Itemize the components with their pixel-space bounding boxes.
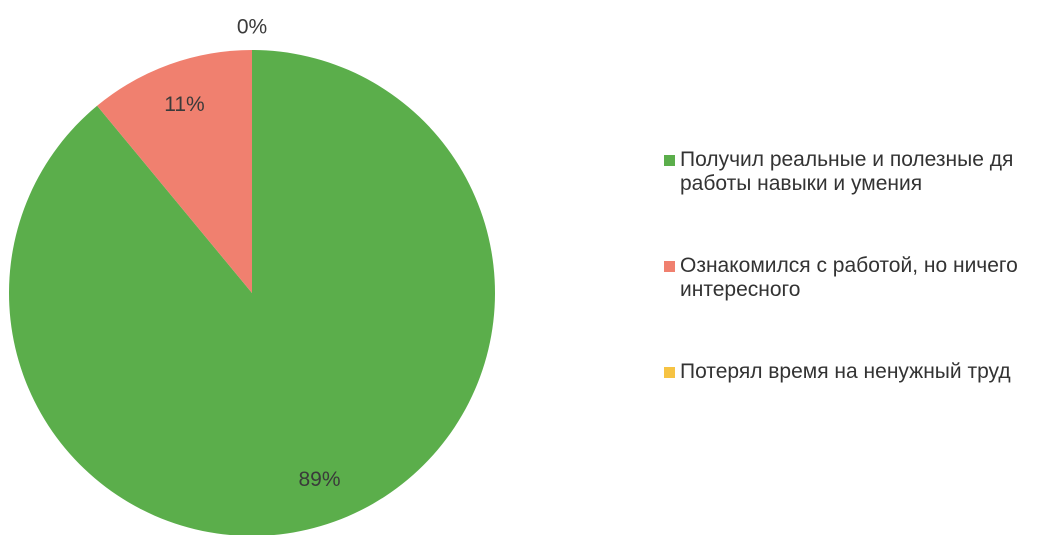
legend-swatch	[664, 261, 675, 272]
legend-item: Ознакомился с работой, но ничего интерес…	[662, 254, 1037, 302]
legend-label: Ознакомился с работой, но ничего интерес…	[680, 254, 1018, 301]
data-label: 0%	[237, 16, 267, 39]
legend-swatch	[664, 367, 675, 378]
data-label: 11%	[164, 93, 204, 116]
pie-slice	[9, 50, 495, 535]
legend-swatch	[664, 155, 675, 166]
data-label: 89%	[298, 468, 340, 491]
legend-label: Потерял время на ненужный труд	[680, 360, 1011, 383]
pie-slice	[97, 50, 252, 293]
legend-label: Получил реальные и полезные дя работы на…	[680, 148, 1014, 195]
legend-item: Получил реальные и полезные дя работы на…	[662, 148, 1037, 196]
legend-item: Потерял время на ненужный труд	[662, 360, 1037, 384]
chart: 89% 11% 0%	[9, 16, 495, 535]
